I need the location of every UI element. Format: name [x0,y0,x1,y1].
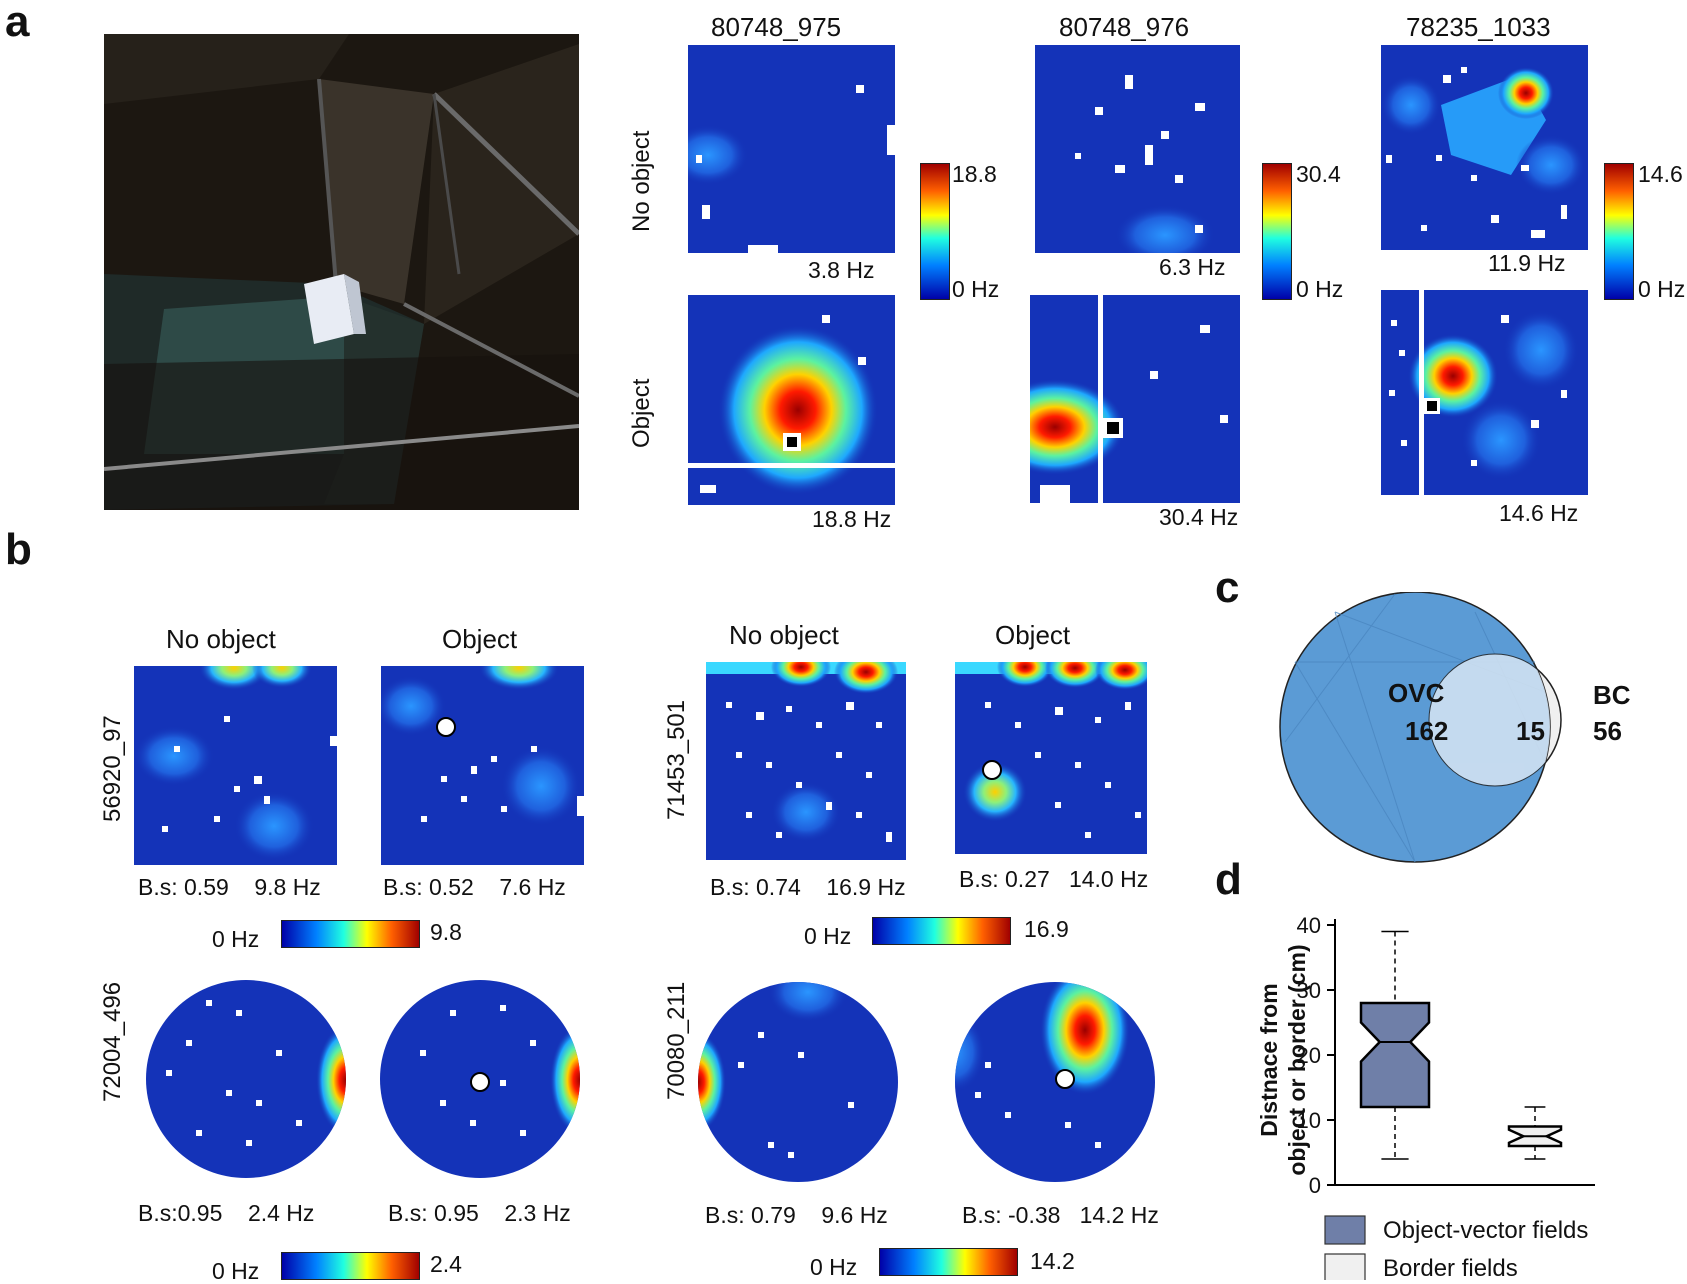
venn-ovc-count: 162 [1405,716,1449,746]
panel-label-b: b [5,525,32,574]
y-axis-label-line-0: Distnace from [1256,983,1282,1136]
venn-overlap-count: 15 [1516,716,1545,746]
row-label-object: Object [628,378,655,448]
rate-map-80748-975-no-object [688,45,895,253]
header-no-object-left: No object [166,624,276,654]
stat-56920-97-object: B.s: 0.52 7.6 Hz [383,874,566,900]
box-plot: 0 10 20 30 40 Distnace from object or border (… [1256,913,1595,1280]
colorbar-min-72004-496: 0 Hz [212,1258,260,1284]
rate-map-78235-1033-object [1381,290,1588,495]
legend-swatch-0 [1324,1215,1366,1245]
legend-label-1: Border fields [1383,1255,1518,1280]
panel-label-d: d [1215,855,1242,904]
stat-56920-97-no-object: B.s: 0.59 9.8 Hz [138,874,321,900]
stat-70080-211-no-object: B.s: 0.79 9.6 Hz [705,1202,888,1228]
panel-label-a: a [5,0,30,46]
cell-id-56920-97: 56920_97 [99,715,126,822]
row-label-no-object: No object [628,130,655,232]
venn-diagram [1279,592,1562,863]
venn-ovc-label: OVC [1388,678,1445,708]
rate-map-71453-501-no-object [706,662,906,860]
arena-photo-image [104,34,579,510]
rate-map-80748-975-object [688,295,895,505]
colorbar-max-78235-1033: 14.6 [1638,161,1683,187]
rate-map-72004-496-object [380,980,580,1178]
box-0 [1359,1001,1431,1109]
rate-map-72004-496-no-object [146,980,346,1178]
stat-70080-211-object: B.s: -0.38 14.2 Hz [962,1202,1159,1228]
cell-id-71453-501: 71453_501 [663,699,690,820]
colorbar-min-80748-975: 0 Hz [952,276,1000,302]
legend-label-0: Object-vector fields [1383,1217,1588,1244]
peak-80748-976-object: 30.4 Hz [1159,504,1239,530]
colorbar-min-71453-501: 0 Hz [804,923,852,949]
peak-78235-1033-no-object: 11.9 Hz [1488,250,1566,276]
header-object-left: Object [442,624,518,654]
y-tick-label-4: 40 [1297,913,1321,938]
cell-id-72004-496: 72004_496 [99,981,126,1102]
stat-72004-496-no-object: B.s:0.95 2.4 Hz [138,1200,315,1226]
colorbar-56920-97 [281,920,420,948]
colorbar-80748-975 [920,163,950,300]
stat-71453-501-no-object: B.s: 0.74 16.9 Hz [710,874,906,900]
rate-map-78235-1033-no-object [1381,45,1588,250]
colorbar-max-56920-97: 9.8 [430,919,462,945]
colorbar-min-70080-211: 0 Hz [810,1254,858,1280]
peak-80748-975-no-object: 3.8 Hz [808,257,875,283]
header-no-object-right: No object [729,620,839,650]
peak-80748-975-object: 18.8 Hz [812,506,892,532]
colorbar-70080-211 [879,1248,1018,1276]
rate-map-70080-211-object [955,982,1155,1182]
cell-id-80748-976: 80748_976 [1059,12,1190,42]
colorbar-max-80748-976: 30.4 [1296,161,1341,187]
header-object-right: Object [995,620,1071,650]
stat-72004-496-object: B.s: 0.95 2.3 Hz [388,1200,571,1226]
rate-map-56920-97-object [381,666,584,865]
panel-label-c: c [1215,563,1240,612]
peak-78235-1033-object: 14.6 Hz [1499,500,1579,526]
cell-id-78235-1033: 78235_1033 [1406,12,1551,42]
y-tick-label-1: 10 [1297,1108,1321,1133]
colorbar-max-80748-975: 18.8 [952,161,997,187]
y-axis-label-line-1: object or border (cm) [1284,944,1310,1175]
colorbar-min-56920-97: 0 Hz [212,926,260,952]
colorbar-max-70080-211: 14.2 [1030,1248,1075,1274]
y-tick-label-3: 30 [1297,978,1321,1003]
rate-map-71453-501-object [955,662,1155,854]
rate-map-56920-97-no-object [134,666,337,865]
y-tick-label-2: 20 [1297,1043,1321,1068]
colorbar-72004-496 [281,1252,420,1280]
cell-id-70080-211: 70080_211 [663,981,690,1100]
y-tick-label-0: 0 [1309,1173,1321,1198]
arena-photo [104,34,579,510]
colorbar-max-71453-501: 16.9 [1024,916,1069,942]
cell-id-80748-975: 80748_975 [711,12,842,42]
colorbar-min-80748-976: 0 Hz [1296,276,1344,302]
rate-map-80748-976-no-object [1035,45,1240,253]
colorbar-max-72004-496: 2.4 [430,1251,462,1277]
colorbar-71453-501 [872,917,1011,945]
legend-swatch-1 [1324,1253,1366,1280]
colorbar-80748-976 [1262,163,1292,300]
rate-map-70080-211-no-object [698,982,898,1182]
stat-71453-501-object: B.s: 0.27 14.0 Hz [959,866,1149,892]
colorbar-min-78235-1033: 0 Hz [1638,276,1686,302]
venn-bc-count: 56 [1593,716,1622,746]
venn-bc-label: BC [1593,680,1631,710]
rate-map-80748-976-object [1030,295,1240,503]
peak-80748-976-no-object: 6.3 Hz [1159,254,1226,280]
colorbar-78235-1033 [1604,163,1634,300]
